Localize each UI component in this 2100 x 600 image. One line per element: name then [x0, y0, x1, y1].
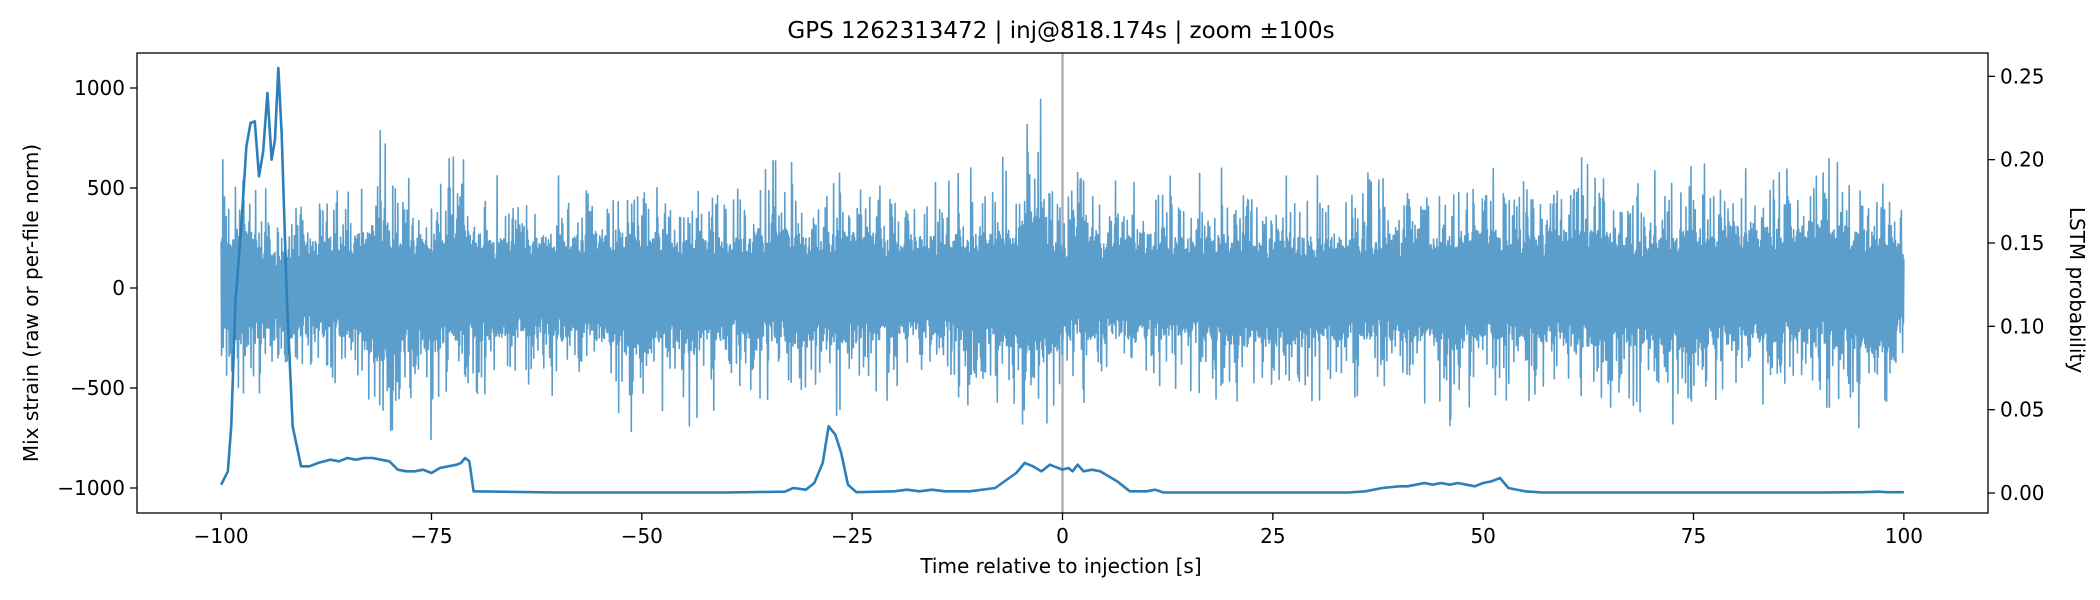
plot-frame — [136, 52, 1989, 514]
y2-tick-label: 0.25 — [2000, 64, 2045, 88]
plot-area — [219, 53, 1905, 513]
x-axis: −100 −75 −50 −25 0 25 50 75 100 — [194, 513, 1923, 548]
y-tick-label: −1000 — [57, 476, 125, 500]
y2-axis-label: LSTM probability — [2065, 207, 2089, 374]
y-tick-label: −500 — [70, 376, 125, 400]
chart-title: GPS 1262313472 | inj@818.174s | zoom ±10… — [787, 18, 1334, 44]
y2-tick-label: 0.15 — [2000, 231, 2045, 255]
y2-axis: 0.00 0.05 0.10 0.15 0.20 0.25 — [1988, 64, 2045, 505]
x-axis-label: Time relative to injection [s] — [919, 554, 1201, 578]
x-tick-label: −75 — [410, 524, 452, 548]
strain-series-line — [220, 98, 1905, 441]
x-tick-label: −100 — [194, 524, 249, 548]
y2-tick-label: 0.20 — [2000, 148, 2045, 172]
x-tick-label: 50 — [1470, 524, 1495, 548]
y-axis: −1000 −500 0 500 1000 — [57, 76, 137, 500]
x-tick-label: 100 — [1885, 524, 1923, 548]
y2-tick-label: 0.05 — [2000, 398, 2045, 422]
y2-tick-label: 0.10 — [2000, 314, 2045, 338]
x-tick-label: 0 — [1056, 524, 1069, 548]
y-tick-label: 0 — [112, 276, 125, 300]
lstm-probability-line — [219, 66, 1904, 494]
y-axis-label: Mix strain (raw or per-file norm) — [19, 144, 43, 462]
y-tick-label: 1000 — [74, 76, 125, 100]
x-tick-label: 25 — [1260, 524, 1285, 548]
y2-tick-label: 0.00 — [2000, 481, 2045, 505]
x-tick-label: −25 — [831, 524, 873, 548]
x-tick-label: 75 — [1681, 524, 1706, 548]
y-tick-label: 500 — [87, 176, 125, 200]
x-tick-label: −50 — [621, 524, 663, 548]
